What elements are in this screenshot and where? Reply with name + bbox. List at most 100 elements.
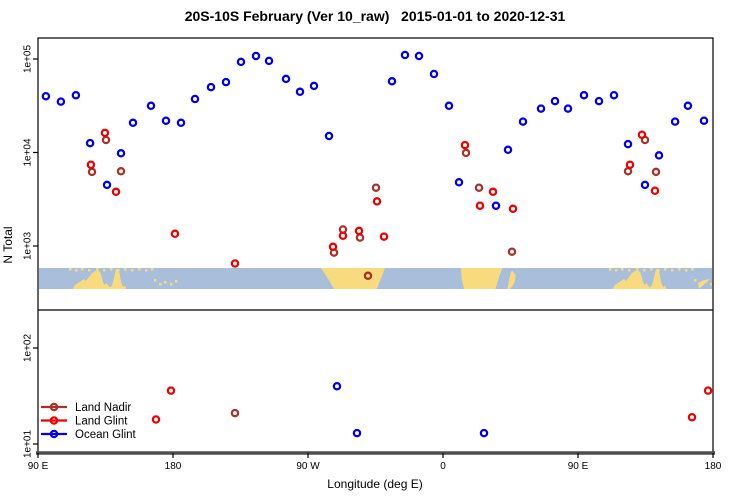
point-ocean-glint — [128, 118, 138, 128]
plot-border — [37, 37, 714, 454]
map-island-dot — [650, 268, 653, 271]
y-tick-label: 1e+04 — [23, 138, 34, 167]
point-land-glint — [637, 130, 647, 139]
map-island-dot — [699, 283, 702, 286]
point-ocean-glint — [146, 101, 156, 111]
point-ocean-glint — [491, 201, 501, 210]
point-ocean-glint — [594, 96, 604, 106]
map-island-dot — [175, 280, 178, 283]
point-ocean-glint — [479, 428, 489, 438]
map-island-dot — [117, 269, 120, 272]
legend-label: Land Glint — [75, 416, 128, 428]
map-land-islands — [698, 279, 710, 289]
point-land-glint — [488, 187, 498, 197]
point-ocean-glint — [251, 51, 261, 61]
map-island-dot — [151, 268, 154, 271]
map-island-dot — [636, 268, 639, 271]
point-land-nadir — [87, 167, 97, 177]
point-ocean-glint — [264, 56, 274, 66]
point-land-nadir — [651, 167, 661, 177]
point-land-glint — [703, 386, 713, 395]
point-ocean-glint — [670, 117, 680, 126]
map-island-dot — [110, 268, 113, 271]
map-island-dot — [621, 268, 624, 271]
x-tick-label: 180 — [705, 461, 722, 472]
point-land-glint — [100, 128, 110, 138]
map-island-dot — [671, 269, 674, 272]
map-island-dot — [69, 268, 72, 271]
point-land-glint — [625, 160, 635, 169]
point-land-glint — [460, 140, 470, 150]
axes: 1e+05 1e+04 1e+03 1e+02 1e+01 90 E 180 90 W 0 90 … — [23, 37, 722, 472]
point-land-nadir — [116, 167, 126, 176]
point-land-glint — [151, 415, 161, 424]
x-axis-label: Longitude (deg E) — [327, 477, 423, 491]
point-ocean-glint — [503, 145, 513, 155]
x-tick-label: 90 W — [296, 461, 320, 472]
map-island-dot — [154, 279, 157, 282]
point-ocean-glint — [221, 77, 231, 87]
point-ocean-glint — [454, 178, 464, 187]
point-ocean-glint — [414, 51, 424, 61]
map-land-madagascar — [507, 271, 516, 289]
map-island-dot — [704, 281, 707, 284]
point-ocean-glint — [85, 138, 95, 148]
map-island-dot — [131, 269, 134, 272]
point-land-glint — [687, 412, 697, 422]
map-land-africa — [461, 268, 503, 289]
legend-label: Ocean Glint — [75, 429, 137, 441]
point-land-glint — [338, 231, 348, 240]
point-land-glint — [170, 229, 180, 239]
point-land-nadir — [230, 408, 240, 418]
point-ocean-glint — [518, 117, 528, 126]
point-ocean-glint — [654, 151, 664, 160]
point-ocean-glint — [324, 131, 334, 141]
map-land-australia — [72, 268, 127, 289]
map-island-dot — [628, 269, 631, 272]
point-ocean-glint — [176, 118, 186, 128]
map-island-dot — [694, 279, 697, 282]
legend-marker — [49, 402, 59, 412]
map-island-dot — [710, 283, 713, 286]
point-ocean-glint — [536, 104, 546, 113]
y-tick-label: 1e+03 — [23, 232, 34, 261]
point-ocean-glint — [71, 90, 81, 100]
point-land-glint — [372, 197, 382, 206]
point-land-nadir — [363, 271, 373, 281]
point-land-glint — [475, 201, 485, 210]
map-island-dot — [138, 268, 141, 271]
map-island-dot — [145, 269, 148, 272]
point-ocean-glint — [190, 94, 200, 104]
point-land-nadir — [355, 233, 365, 242]
point-land-glint — [328, 242, 338, 252]
map-island-dot — [643, 269, 646, 272]
map-strip — [39, 268, 713, 289]
point-ocean-glint — [309, 81, 319, 91]
point-ocean-glint — [387, 77, 397, 86]
map-land-australia-repeat — [612, 268, 667, 289]
map-island-dot — [103, 269, 106, 272]
y-tick-label: 1e+01 — [23, 430, 34, 459]
point-land-nadir — [461, 148, 471, 158]
map-island-dot — [609, 268, 612, 271]
point-ocean-glint — [352, 428, 362, 438]
scatter-points — [41, 50, 713, 438]
point-land-glint — [508, 204, 518, 214]
map-island-dot — [678, 268, 681, 271]
map-island-dot — [685, 269, 688, 272]
point-ocean-glint — [683, 101, 693, 111]
point-ocean-glint — [281, 74, 291, 84]
point-ocean-glint — [699, 116, 709, 125]
point-ocean-glint — [550, 96, 560, 106]
point-land-glint — [230, 259, 240, 268]
map-island-dot — [96, 268, 99, 271]
point-land-glint — [354, 226, 364, 236]
map-island-dot — [615, 269, 618, 272]
point-ocean-glint — [640, 180, 650, 190]
map-island-dot — [657, 269, 660, 272]
point-ocean-glint — [429, 69, 439, 79]
x-tick-label: 90 E — [28, 461, 49, 472]
